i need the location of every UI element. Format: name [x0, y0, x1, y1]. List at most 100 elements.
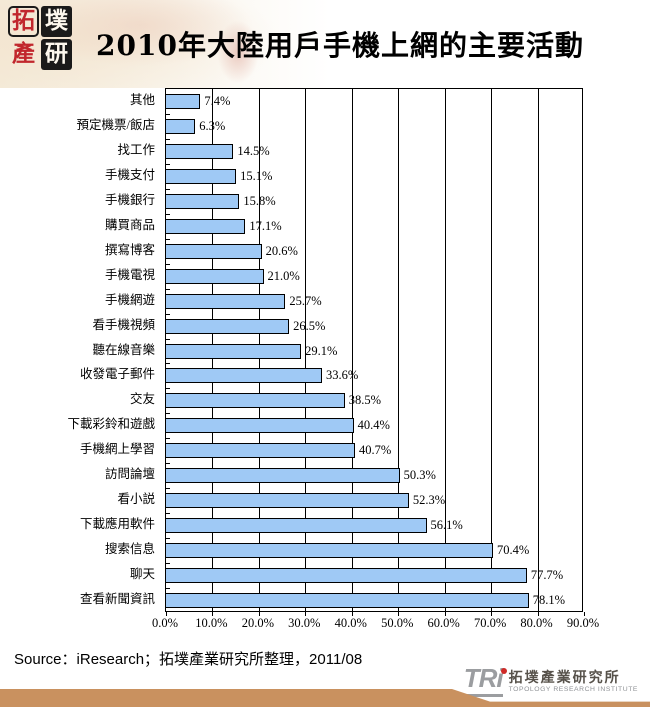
x-axis-tick-label: 0.0%: [151, 616, 179, 630]
x-axis-tick: [305, 612, 307, 616]
page-title: 2010年大陸用戶手機上網的主要活動: [96, 29, 584, 62]
y-axis-tick: [166, 188, 170, 190]
y-axis-tick: [166, 213, 170, 215]
category-label: 下載應用軟件: [79, 517, 155, 532]
tri-footer-logo: TRi 拓墣產業研究所 TOPOLOGY RESEARCH INSTITUTE: [463, 663, 638, 697]
y-axis-tick: [166, 163, 170, 165]
y-axis-tick: [166, 388, 170, 390]
y-axis-tick: [166, 488, 170, 490]
bar-value-label: 40.4%: [357, 418, 390, 433]
y-axis-tick: [166, 238, 170, 240]
bar-value-label: 78.1%: [532, 593, 566, 608]
bar: [166, 168, 237, 184]
tri-letters: TRi: [463, 663, 504, 693]
bar: [166, 318, 290, 334]
bar: [166, 118, 196, 134]
bar-value-label: 56.1%: [430, 518, 463, 533]
x-axis-tick-label: 20.0%: [241, 616, 275, 630]
bar-value-label: 29.1%: [305, 343, 338, 358]
category-label: 手機網遊: [104, 292, 155, 307]
header-map-background: [0, 0, 440, 88]
category-label: 手機電視: [104, 267, 155, 282]
x-axis-tick-label: 80.0%: [520, 616, 553, 630]
x-axis-tick: [491, 612, 493, 616]
bar-value-label: 15.1%: [240, 168, 273, 183]
bar: [166, 568, 527, 584]
gridline: [444, 89, 446, 611]
category-label: 手機支付: [104, 167, 155, 182]
category-label: 預定機票/飯店: [76, 117, 155, 132]
bar: [166, 218, 246, 234]
gridline: [491, 89, 493, 611]
tri-name-zh: 拓墣產業研究所: [508, 670, 621, 686]
bar-value-label: 6.3%: [199, 118, 226, 133]
bar-value-label: 25.7%: [289, 293, 322, 308]
bar: [166, 468, 400, 484]
bar: [166, 593, 529, 609]
x-axis-tick: [166, 612, 167, 616]
bar-value-label: 26.5%: [293, 318, 326, 333]
x-axis-tick-label: 60.0%: [427, 616, 460, 630]
bar-value-label: 70.4%: [496, 543, 530, 558]
y-axis-tick: [166, 538, 170, 540]
x-axis-tick-label: 70.0%: [473, 616, 507, 630]
bar-value-label: 33.6%: [326, 368, 359, 383]
seal-char-4: 研: [41, 39, 72, 70]
bar: [166, 518, 427, 534]
bar-value-label: 20.6%: [265, 243, 298, 258]
bar: [166, 418, 354, 434]
category-label: 交友: [129, 392, 155, 407]
bar-value-label: 14.5%: [237, 143, 270, 158]
x-axis-tick-label: 50.0%: [381, 616, 414, 630]
x-axis-tick-label: 30.0%: [288, 616, 321, 630]
seal-char-2: 墣: [41, 6, 72, 37]
bar: [166, 293, 286, 309]
category-label: 手機銀行: [104, 192, 155, 207]
category-label: 查看新聞資訊: [79, 592, 155, 607]
x-axis-tick: [444, 612, 446, 616]
plot-area: 7.4% 6.3% 14.5% 15.1% 15.8% 17.1% 20.6% 21.0% 25…: [165, 88, 585, 616]
y-axis-tick: [166, 588, 170, 590]
gridline: [305, 89, 307, 611]
bar: [166, 243, 262, 259]
bar: [166, 268, 264, 284]
seal-char-3: 產: [12, 40, 35, 67]
y-axis-tick: [166, 338, 170, 340]
category-label: 收發電子郵件: [79, 367, 155, 382]
category-label: 撰寫博客: [104, 242, 155, 257]
x-axis-labels: 0.0% 10.0% 20.0% 30.0% 40.0% 50.0% 60.0% 70.0% 8…: [152, 616, 599, 632]
y-axis-tick: [166, 563, 170, 565]
gridline: [398, 89, 400, 611]
bar-value-label: 7.4%: [204, 94, 231, 108]
tri-red-dot-icon: [500, 668, 507, 674]
y-axis-tick: [166, 113, 170, 115]
x-axis-tick-label: 90.0%: [566, 616, 600, 630]
bar: [166, 343, 302, 359]
bar: [166, 143, 234, 159]
category-label: 手機網上學習: [79, 442, 155, 457]
x-axis-tick: [258, 612, 260, 616]
bar-value-label: 21.0%: [267, 268, 300, 283]
x-axis-tick-label: 10.0%: [195, 616, 228, 630]
category-label: 看小説: [117, 492, 155, 507]
category-label: 找工作: [117, 142, 155, 157]
x-axis-tick: [537, 612, 539, 616]
gridline: [351, 89, 353, 611]
x-axis-tick-label: 40.0%: [334, 616, 367, 630]
y-axis-tick: [166, 463, 170, 465]
y-axis-tick: [166, 288, 170, 290]
tri-institute-names: 拓墣產業研究所 TOPOLOGY RESEARCH INSTITUTE: [509, 670, 638, 693]
bar: [166, 93, 201, 109]
category-label: 其他: [129, 93, 155, 107]
category-label: 下載彩鈴和遊戲: [67, 417, 155, 432]
y-axis-tick: [166, 363, 170, 365]
gridline: [537, 89, 539, 611]
y-axis-tick: [166, 313, 170, 315]
y-axis-tick: [166, 263, 170, 265]
source-note: Source：iResearch；拓墣產業研究所整理，2011/08: [14, 651, 363, 668]
bar: [166, 443, 356, 459]
category-label: 訪問論壇: [104, 467, 155, 482]
bar-value-label: 40.7%: [359, 443, 392, 458]
seal-char-1: 拓: [8, 6, 39, 37]
x-axis-tick: [212, 612, 214, 616]
